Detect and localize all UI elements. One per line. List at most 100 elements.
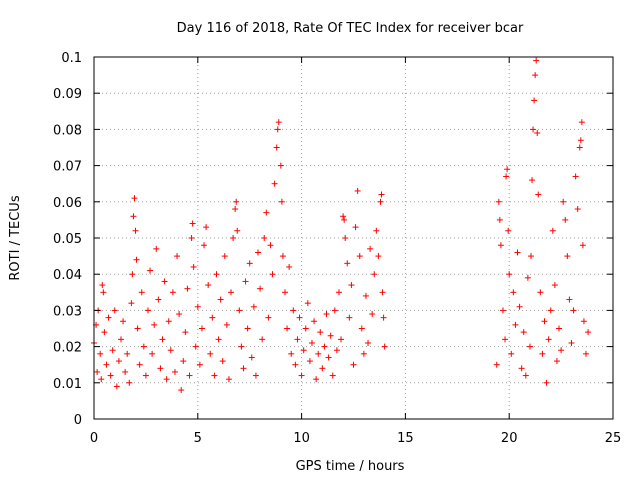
- data-point: [133, 256, 140, 263]
- data-point: [335, 289, 342, 296]
- data-point: [273, 144, 280, 151]
- data-point: [380, 314, 387, 321]
- data-point: [207, 350, 214, 357]
- data-point: [169, 289, 176, 296]
- data-point: [192, 343, 199, 350]
- data-point: [94, 368, 101, 375]
- data-point: [319, 365, 326, 372]
- data-point: [580, 318, 587, 325]
- data-point: [180, 358, 187, 365]
- data-point: [545, 336, 552, 343]
- x-tick-label: 15: [397, 431, 414, 446]
- y-tick-label: 0.08: [53, 123, 82, 138]
- y-tick-label: 0.05: [53, 232, 82, 247]
- data-point: [157, 365, 164, 372]
- data-point: [375, 253, 382, 260]
- data-point: [144, 307, 151, 314]
- data-point: [539, 350, 546, 357]
- data-point: [373, 227, 380, 234]
- data-point: [190, 263, 197, 270]
- data-point: [358, 325, 365, 332]
- data-point: [140, 343, 147, 350]
- data-point: [503, 173, 510, 180]
- axis-ticks: [93, 56, 614, 420]
- data-point: [535, 191, 542, 198]
- data-point: [302, 325, 309, 332]
- data-point: [579, 242, 586, 249]
- data-point: [300, 347, 307, 354]
- data-point: [131, 195, 138, 202]
- data-point: [505, 227, 512, 234]
- y-tick-label: 0.04: [53, 268, 82, 283]
- data-point: [165, 318, 172, 325]
- data-point: [246, 260, 253, 267]
- data-point: [176, 311, 183, 318]
- data-point: [219, 358, 226, 365]
- data-point: [233, 198, 240, 205]
- data-point: [238, 343, 245, 350]
- data-point: [369, 311, 376, 318]
- data-point: [495, 198, 502, 205]
- data-point: [290, 307, 297, 314]
- data-point: [578, 119, 585, 126]
- data-point: [558, 347, 565, 354]
- data-point: [188, 235, 195, 241]
- data-point: [236, 307, 243, 314]
- y-axis-label: ROTI / TECUs: [8, 195, 23, 280]
- data-point: [527, 253, 534, 260]
- data-point: [174, 253, 181, 260]
- data-point: [308, 339, 315, 346]
- data-point: [331, 307, 338, 314]
- data-point: [240, 365, 247, 372]
- data-point: [562, 216, 569, 223]
- data-point: [304, 300, 311, 307]
- data-point: [215, 336, 222, 343]
- data-point: [526, 343, 533, 350]
- data-point: [379, 289, 386, 296]
- data-point: [284, 325, 291, 332]
- data-point: [377, 198, 384, 205]
- data-point: [252, 372, 259, 379]
- data-point: [534, 130, 541, 137]
- data-point: [315, 350, 322, 357]
- data-point: [242, 278, 249, 285]
- data-point: [101, 329, 108, 336]
- data-point: [341, 216, 348, 223]
- data-point: [107, 372, 114, 379]
- data-point: [346, 314, 353, 321]
- data-point: [161, 278, 168, 285]
- data-point: [134, 325, 141, 332]
- data-point: [306, 358, 313, 365]
- data-point: [223, 321, 230, 328]
- data-point: [159, 336, 166, 343]
- data-point: [155, 296, 162, 303]
- data-point: [129, 271, 136, 278]
- data-point: [105, 314, 112, 321]
- data-point: [323, 311, 330, 318]
- data-point: [97, 350, 104, 357]
- data-point: [182, 329, 189, 336]
- data-point: [537, 289, 544, 296]
- data-point: [213, 271, 220, 278]
- data-point: [496, 216, 503, 223]
- data-point: [209, 314, 216, 321]
- data-point: [194, 303, 201, 310]
- data-point: [356, 253, 363, 260]
- data-point: [298, 372, 305, 379]
- data-point: [250, 303, 257, 310]
- data-point: [113, 383, 120, 390]
- data-point: [126, 379, 133, 386]
- data-point: [100, 289, 107, 296]
- data-point: [510, 289, 517, 296]
- gridlines: [94, 57, 613, 419]
- data-point: [549, 227, 556, 234]
- data-point: [342, 235, 349, 241]
- data-point: [522, 372, 529, 379]
- data-point: [211, 372, 218, 379]
- data-point: [327, 332, 334, 339]
- data-point: [378, 191, 385, 198]
- y-tick-label: 0.03: [53, 304, 82, 319]
- y-tick-label: 0.02: [53, 341, 82, 356]
- data-point: [279, 253, 286, 260]
